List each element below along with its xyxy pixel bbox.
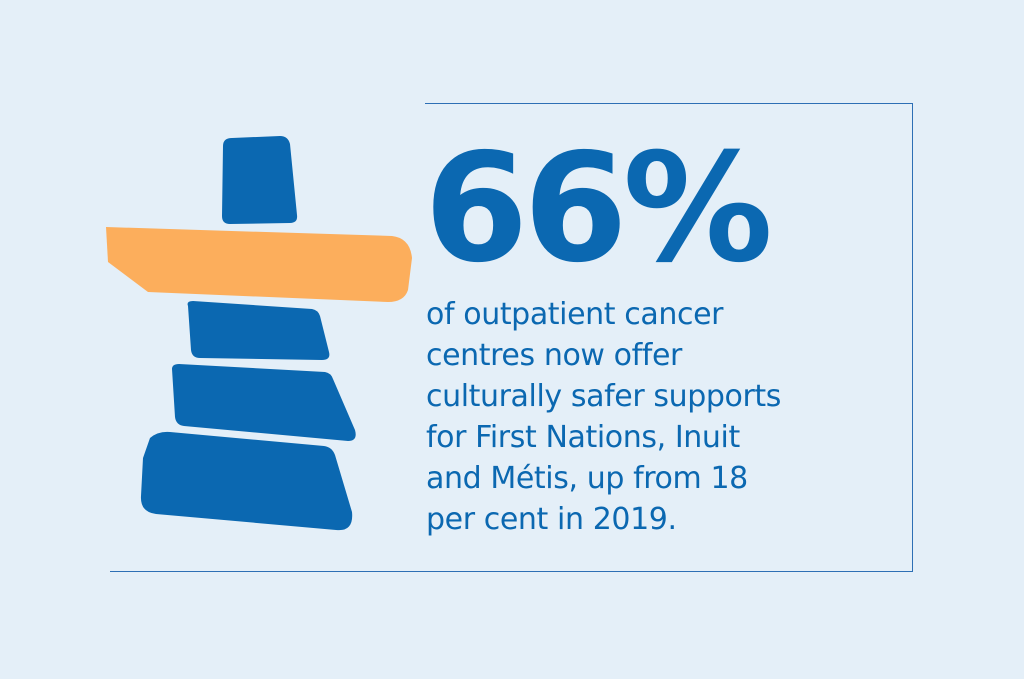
stat-description-line: of outpatient cancer [426,297,724,332]
inukshuk-body-stone-2 [172,364,356,441]
inukshuk-body-stone-1 [187,301,330,360]
frame-bottom-line [110,571,913,572]
stat-description-line: per cent in 2019. [426,502,677,537]
stat-description-line: for First Nations, Inuit [426,420,740,455]
inukshuk-base-stone [140,431,353,531]
frame-top-line [425,103,913,104]
stat-description-line: centres now offer [426,338,682,373]
stat-description-line: culturally safer supports [426,379,782,414]
stat-percentage: 66% [424,122,773,296]
frame-right-line [912,103,913,572]
stat-description-line: and Métis, up from 18 [426,461,748,496]
inukshuk-arm-stone [106,227,412,302]
inukshuk-head-stone [222,136,298,224]
stat-description: of outpatient cancer centres now offer c… [426,294,896,540]
